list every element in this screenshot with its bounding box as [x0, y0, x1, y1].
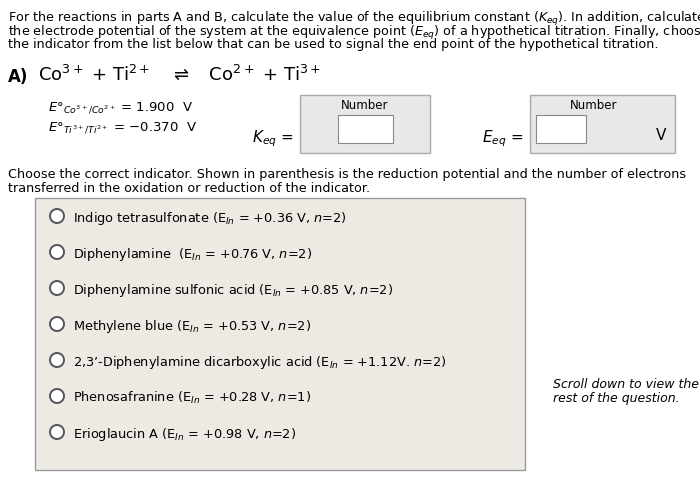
Text: Erioglaucin A (E$_{In}$ = +0.98 V, $n$=2): Erioglaucin A (E$_{In}$ = +0.98 V, $n$=2… [73, 426, 296, 443]
Text: Choose the correct indicator. Shown in parenthesis is the reduction potential an: Choose the correct indicator. Shown in p… [8, 168, 686, 181]
Text: $E\degree_{Ti^{3+}/Ti^{2+}}$ = $-$0.370  V: $E\degree_{Ti^{3+}/Ti^{2+}}$ = $-$0.370 … [48, 120, 197, 135]
Text: A): A) [8, 68, 29, 86]
FancyBboxPatch shape [337, 115, 393, 143]
Circle shape [50, 317, 64, 331]
Text: Indigo tetrasulfonate (E$_{In}$ = +0.36 V, $n$=2): Indigo tetrasulfonate (E$_{In}$ = +0.36 … [73, 210, 346, 227]
Text: For the reactions in parts A and B, calculate the value of the equilibrium const: For the reactions in parts A and B, calc… [8, 10, 700, 28]
Text: the electrode potential of the system at the equivalence point ($E_{eq}$) of a h: the electrode potential of the system at… [8, 24, 700, 42]
Text: Diphenylamine sulfonic acid (E$_{In}$ = +0.85 V, $n$=2): Diphenylamine sulfonic acid (E$_{In}$ = … [73, 282, 393, 299]
Text: Scroll down to view the: Scroll down to view the [553, 378, 699, 391]
Text: Methylene blue (E$_{In}$ = +0.53 V, $n$=2): Methylene blue (E$_{In}$ = +0.53 V, $n$=… [73, 318, 311, 335]
Text: Number: Number [570, 99, 617, 112]
Text: rest of the question.: rest of the question. [553, 392, 680, 405]
Text: the indicator from the list below that can be used to signal the end point of th: the indicator from the list below that c… [8, 38, 659, 51]
Text: $E\degree_{Co^{3+}/Co^{2+}}$ = 1.900  V: $E\degree_{Co^{3+}/Co^{2+}}$ = 1.900 V [48, 100, 193, 114]
Circle shape [50, 245, 64, 259]
Circle shape [50, 425, 64, 439]
Text: transferred in the oxidation or reduction of the indicator.: transferred in the oxidation or reductio… [8, 182, 370, 195]
Circle shape [50, 281, 64, 295]
Text: $E_{eq}$ =: $E_{eq}$ = [482, 128, 524, 149]
Text: Diphenylamine  (E$_{In}$ = +0.76 V, $n$=2): Diphenylamine (E$_{In}$ = +0.76 V, $n$=2… [73, 246, 312, 263]
Text: V: V [656, 128, 666, 143]
Circle shape [50, 389, 64, 403]
Text: Co$^{3+}$ + Ti$^{2+}$   $\rightleftharpoons$   Co$^{2+}$ + Ti$^{3+}$: Co$^{3+}$ + Ti$^{2+}$ $\rightleftharpoon… [38, 65, 321, 85]
FancyBboxPatch shape [530, 95, 675, 153]
FancyBboxPatch shape [300, 95, 430, 153]
Text: 2,3’-Diphenylamine dicarboxylic acid (E$_{In}$ = +1.12V. $n$=2): 2,3’-Diphenylamine dicarboxylic acid (E$… [73, 354, 447, 371]
FancyBboxPatch shape [536, 115, 586, 143]
Text: Number: Number [342, 99, 388, 112]
Circle shape [50, 353, 64, 367]
FancyBboxPatch shape [35, 198, 525, 470]
Text: $K_{eq}$ =: $K_{eq}$ = [252, 128, 294, 149]
Text: Phenosafranine (E$_{In}$ = +0.28 V, $n$=1): Phenosafranine (E$_{In}$ = +0.28 V, $n$=… [73, 390, 311, 406]
Circle shape [50, 209, 64, 223]
